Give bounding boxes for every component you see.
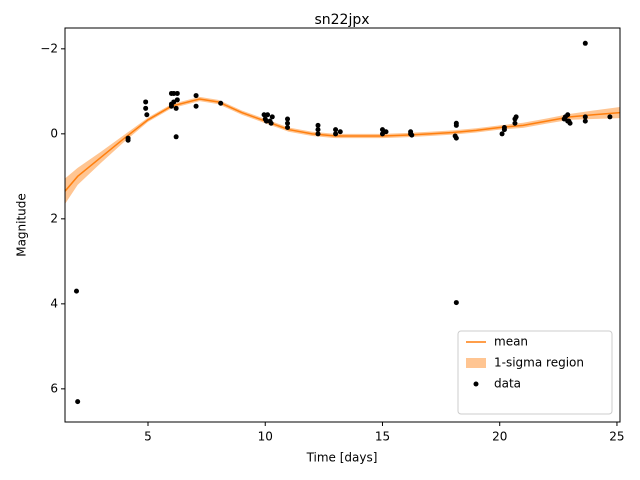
data-point xyxy=(143,105,149,111)
y-tick-label: 0 xyxy=(50,126,58,140)
data-point xyxy=(269,114,275,120)
y-tick-label: 6 xyxy=(50,381,58,395)
data-point xyxy=(171,90,177,96)
data-point xyxy=(193,93,199,99)
y-tick-label: 4 xyxy=(50,296,58,310)
data-point xyxy=(285,120,291,126)
data-point xyxy=(143,99,149,105)
plot-frame xyxy=(64,27,621,423)
data-point xyxy=(582,118,588,124)
data-point xyxy=(218,100,224,106)
data-point xyxy=(173,134,179,140)
x-axis-label: Time [days] xyxy=(306,451,378,465)
x-tick-label: 25 xyxy=(609,430,624,444)
data-point xyxy=(337,129,343,135)
x-tick-label: 5 xyxy=(144,430,152,444)
data-point xyxy=(75,399,81,405)
data-point xyxy=(383,129,389,135)
data-point xyxy=(501,127,507,133)
legend-swatch xyxy=(473,381,479,387)
y-tick-label: 2 xyxy=(50,211,58,225)
data-point xyxy=(193,103,199,109)
data-point xyxy=(265,112,271,118)
data-point xyxy=(73,288,79,294)
data-point xyxy=(409,132,415,138)
legend-label: 1-sigma region xyxy=(494,356,584,370)
data-point xyxy=(567,120,573,126)
data-point xyxy=(315,122,321,128)
plot-area xyxy=(65,40,620,405)
data-point xyxy=(174,97,180,103)
data-point xyxy=(268,120,274,126)
x-tick-label: 10 xyxy=(258,430,273,444)
legend-box xyxy=(457,330,613,415)
data-point xyxy=(315,131,321,137)
data-point xyxy=(168,103,174,109)
data-point xyxy=(333,127,339,133)
data-point xyxy=(174,90,180,96)
data-point xyxy=(499,131,505,137)
data-point xyxy=(453,135,459,141)
y-tick-label: −2 xyxy=(40,41,58,55)
data-point xyxy=(285,124,291,130)
x-tick-label: 20 xyxy=(492,430,507,444)
data-point xyxy=(582,114,588,120)
data-point xyxy=(285,116,291,122)
data-point xyxy=(263,118,269,124)
data-point xyxy=(144,112,150,118)
data-point xyxy=(582,40,588,46)
data-point xyxy=(512,120,518,126)
legend-label: mean xyxy=(494,335,528,349)
data-point xyxy=(315,127,321,133)
legend-swatch xyxy=(466,358,486,368)
data-point xyxy=(453,122,459,128)
legend-label: data xyxy=(494,377,521,391)
chart-title: sn22jpx xyxy=(314,12,369,28)
data-point xyxy=(261,112,267,118)
data-point xyxy=(125,137,131,143)
data-point xyxy=(453,300,459,306)
data-point xyxy=(333,131,339,137)
data-point xyxy=(607,114,613,120)
y-axis-label: Magnitude xyxy=(15,193,29,257)
data-point xyxy=(173,105,179,111)
data-point xyxy=(565,112,571,118)
data-point xyxy=(513,114,519,120)
x-tick-label: 15 xyxy=(375,430,390,444)
